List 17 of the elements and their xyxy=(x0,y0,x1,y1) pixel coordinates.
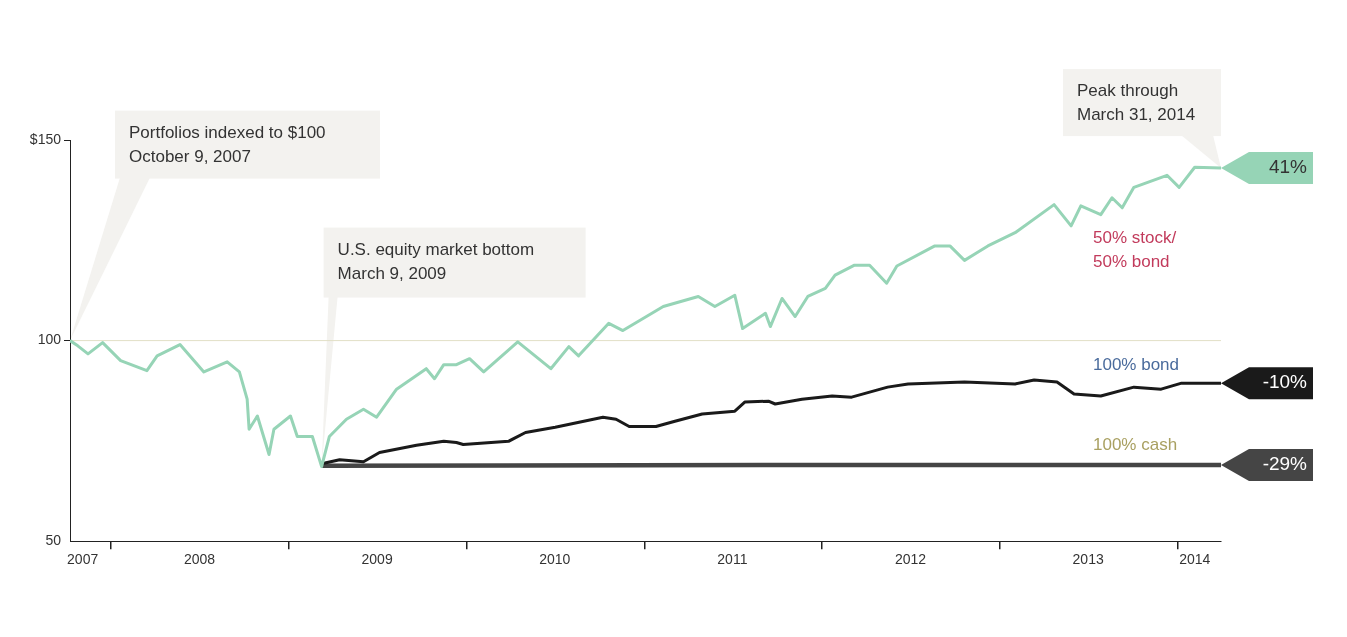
x-tick-label: 2007 xyxy=(67,551,99,568)
y-tick-label: $150 xyxy=(29,130,62,147)
annotation: -29% xyxy=(1262,453,1308,475)
x-tick-label: 2014 xyxy=(1179,551,1211,568)
series-label: 50% stock/ 50% bond xyxy=(1093,227,1177,271)
y-tick-label: 100 xyxy=(37,331,62,348)
annotation: 41% xyxy=(1268,156,1308,178)
x-tick-label: 2012 xyxy=(894,551,927,568)
x-tick-label: 2013 xyxy=(1072,551,1104,568)
x-tick-label: 2008 xyxy=(183,551,216,568)
series-label: 100% cash xyxy=(1093,434,1178,454)
x-tick-label: 2009 xyxy=(361,551,393,568)
y-tick-label: 50 xyxy=(45,532,62,549)
x-tick-label: 2010 xyxy=(539,551,571,568)
x-tick-label: 2011 xyxy=(717,551,748,568)
annotation: -10% xyxy=(1262,371,1308,393)
series-label: 100% bond xyxy=(1093,354,1180,374)
